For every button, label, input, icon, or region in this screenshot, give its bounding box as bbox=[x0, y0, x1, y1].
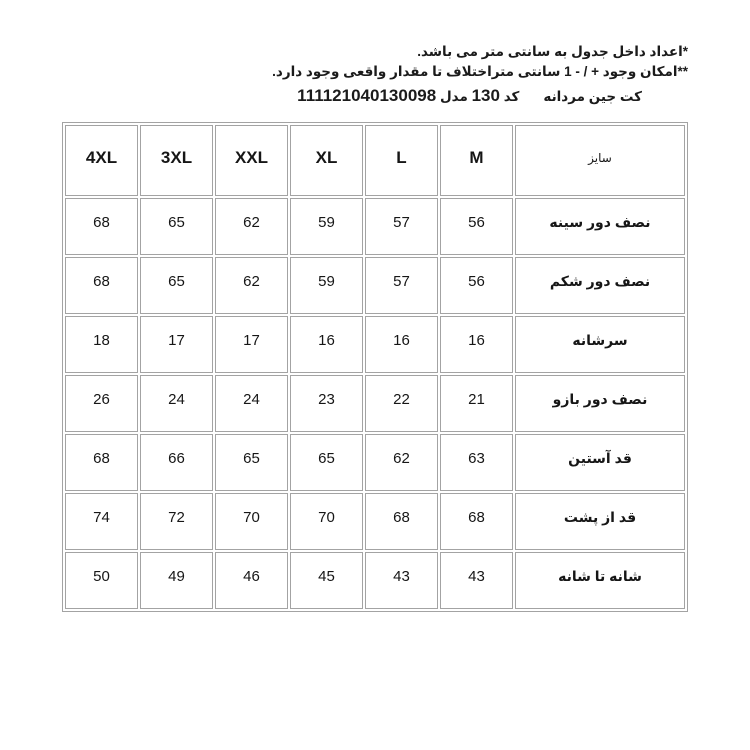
size-header-3xl: 3XL bbox=[140, 125, 213, 196]
value-cell: 17 bbox=[215, 316, 288, 373]
size-header-4xl: 4XL bbox=[65, 125, 138, 196]
size-table-body: نصف دور سینه 56 57 59 62 65 68 نصف دور شکم 56 57 5… bbox=[65, 198, 685, 609]
row-label-cell: سرشانه bbox=[515, 316, 685, 373]
value-cell: 66 bbox=[140, 434, 213, 491]
value-cell: 62 bbox=[365, 434, 438, 491]
value-cell: 63 bbox=[440, 434, 513, 491]
value-cell: 56 bbox=[440, 198, 513, 255]
value-cell: 23 bbox=[290, 375, 363, 432]
row-label-cell: نصف دور سینه bbox=[515, 198, 685, 255]
value-cell: 70 bbox=[290, 493, 363, 550]
table-row: قد از پشت 68 68 70 70 72 74 bbox=[65, 493, 685, 550]
value-cell: 46 bbox=[215, 552, 288, 609]
size-table-head: سایز M L XL XXL 3XL 4XL bbox=[65, 125, 685, 196]
size-column-header: سایز bbox=[515, 125, 685, 196]
value-cell: 68 bbox=[365, 493, 438, 550]
product-code: 130 bbox=[471, 86, 500, 105]
size-header-xl: XL bbox=[290, 125, 363, 196]
size-header-m: M bbox=[440, 125, 513, 196]
value-cell: 17 bbox=[140, 316, 213, 373]
row-label-cell: شانه تا شانه bbox=[515, 552, 685, 609]
value-cell: 62 bbox=[215, 257, 288, 314]
value-cell: 22 bbox=[365, 375, 438, 432]
value-cell: 72 bbox=[140, 493, 213, 550]
value-cell: 68 bbox=[440, 493, 513, 550]
value-cell: 62 bbox=[215, 198, 288, 255]
value-cell: 70 bbox=[215, 493, 288, 550]
product-model-label: مدل bbox=[439, 89, 468, 104]
table-row: نصف دور شکم 56 57 59 62 65 68 bbox=[65, 257, 685, 314]
value-cell: 68 bbox=[65, 257, 138, 314]
product-info-line: کت جین مردانه کد 130 مدل 111121040130098 bbox=[128, 85, 688, 108]
value-cell: 65 bbox=[290, 434, 363, 491]
value-cell: 50 bbox=[65, 552, 138, 609]
product-code-label: کد bbox=[503, 89, 520, 104]
value-cell: 49 bbox=[140, 552, 213, 609]
value-cell: 16 bbox=[440, 316, 513, 373]
value-cell: 16 bbox=[365, 316, 438, 373]
size-header-xxl: XXL bbox=[215, 125, 288, 196]
value-cell: 65 bbox=[140, 198, 213, 255]
value-cell: 43 bbox=[440, 552, 513, 609]
value-cell: 65 bbox=[215, 434, 288, 491]
value-cell: 26 bbox=[65, 375, 138, 432]
value-cell: 16 bbox=[290, 316, 363, 373]
note-tolerance-line: **امکان وجود + / - 1 سانتی متراختلاف تا … bbox=[272, 64, 688, 79]
row-label-cell: قد از پشت bbox=[515, 493, 685, 550]
value-cell: 68 bbox=[65, 198, 138, 255]
table-row: شانه تا شانه 43 43 45 46 49 50 bbox=[65, 552, 685, 609]
note-units-line: *اعداد داخل جدول به سانتی متر می باشد. bbox=[417, 44, 688, 59]
value-cell: 57 bbox=[365, 257, 438, 314]
value-cell: 65 bbox=[140, 257, 213, 314]
product-model-number: 111121040130098 bbox=[297, 86, 437, 105]
row-label-cell: نصف دور بازو bbox=[515, 375, 685, 432]
size-header-l: L bbox=[365, 125, 438, 196]
value-cell: 21 bbox=[440, 375, 513, 432]
value-cell: 68 bbox=[65, 434, 138, 491]
table-row: نصف دور سینه 56 57 59 62 65 68 bbox=[65, 198, 685, 255]
notes-block: *اعداد داخل جدول به سانتی متر می باشد. *… bbox=[128, 42, 688, 108]
value-cell: 59 bbox=[290, 257, 363, 314]
value-cell: 24 bbox=[140, 375, 213, 432]
value-cell: 74 bbox=[65, 493, 138, 550]
value-cell: 18 bbox=[65, 316, 138, 373]
value-cell: 59 bbox=[290, 198, 363, 255]
value-cell: 24 bbox=[215, 375, 288, 432]
table-row: قد آستین 63 62 65 65 66 68 bbox=[65, 434, 685, 491]
table-row: سرشانه 16 16 16 17 17 18 bbox=[65, 316, 685, 373]
value-cell: 45 bbox=[290, 552, 363, 609]
row-label-cell: نصف دور شکم bbox=[515, 257, 685, 314]
value-cell: 57 bbox=[365, 198, 438, 255]
product-name: کت جین مردانه bbox=[543, 89, 642, 104]
size-table: سایز M L XL XXL 3XL 4XL نصف دور سینه 56 57 59 62 65… bbox=[62, 122, 688, 612]
row-label-cell: قد آستین bbox=[515, 434, 685, 491]
table-row: نصف دور بازو 21 22 23 24 24 26 bbox=[65, 375, 685, 432]
header-row: سایز M L XL XXL 3XL 4XL bbox=[65, 125, 685, 196]
value-cell: 56 bbox=[440, 257, 513, 314]
value-cell: 43 bbox=[365, 552, 438, 609]
